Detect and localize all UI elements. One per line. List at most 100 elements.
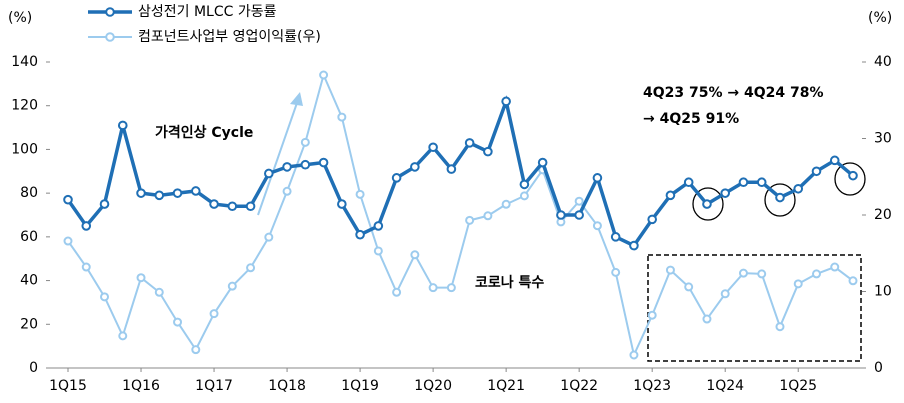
series-marker bbox=[81, 221, 92, 231]
series-marker bbox=[702, 199, 712, 209]
series-marker bbox=[373, 221, 384, 231]
series-marker bbox=[793, 279, 803, 289]
series-marker bbox=[100, 292, 110, 302]
series-marker bbox=[519, 179, 530, 190]
x-tick-label: 1Q20 bbox=[414, 378, 452, 394]
series-marker bbox=[428, 142, 438, 153]
annotation: → 4Q25 91% bbox=[643, 111, 739, 127]
series-line bbox=[67, 71, 854, 359]
series-marker bbox=[793, 183, 804, 194]
y2-tick-label: 10 bbox=[874, 284, 892, 300]
series-marker bbox=[647, 214, 657, 225]
series-marker bbox=[829, 155, 840, 166]
series-marker bbox=[154, 190, 165, 201]
y2-tick-label: 40 bbox=[874, 54, 892, 70]
series-marker bbox=[373, 246, 383, 256]
series-marker bbox=[483, 146, 493, 157]
series-marker bbox=[81, 262, 91, 272]
series-marker bbox=[702, 314, 712, 324]
x-tick-label: 1Q19 bbox=[341, 378, 379, 394]
series-marker bbox=[337, 199, 347, 209]
y-tick-label: 0 bbox=[29, 360, 38, 376]
series-marker bbox=[136, 188, 146, 198]
series-marker bbox=[611, 267, 621, 277]
x-tick-label: 1Q16 bbox=[122, 378, 160, 394]
series-marker bbox=[318, 157, 329, 168]
series-marker bbox=[629, 240, 639, 251]
series-marker bbox=[300, 137, 310, 147]
x-tick-label: 1Q23 bbox=[633, 378, 671, 394]
series-marker bbox=[190, 186, 201, 196]
series-marker bbox=[391, 173, 402, 183]
series-marker bbox=[264, 168, 274, 179]
legend-marker bbox=[105, 7, 115, 17]
series-marker bbox=[355, 189, 365, 199]
series-marker bbox=[556, 210, 566, 220]
series-marker bbox=[172, 188, 183, 198]
y-tick-label: 100 bbox=[11, 141, 38, 157]
series-marker bbox=[537, 157, 548, 168]
series-marker bbox=[209, 309, 219, 319]
series-marker bbox=[756, 177, 767, 188]
series-marker bbox=[483, 211, 493, 221]
series-marker bbox=[684, 282, 694, 292]
annotation: 코로나 특수 bbox=[475, 275, 544, 291]
series-marker bbox=[683, 177, 694, 188]
y-tick-label: 40 bbox=[20, 273, 38, 289]
y-tick-label: 20 bbox=[20, 316, 38, 332]
y-tick-label: 60 bbox=[20, 229, 38, 245]
series-marker bbox=[629, 350, 639, 360]
x-tick-label: 1Q25 bbox=[779, 378, 817, 394]
series-marker bbox=[665, 265, 675, 275]
x-tick-label: 1Q18 bbox=[268, 378, 306, 394]
highlight-circle bbox=[764, 183, 796, 217]
series-marker bbox=[501, 96, 511, 107]
series-marker bbox=[738, 268, 748, 278]
series-marker bbox=[282, 186, 292, 196]
series-marker bbox=[720, 188, 731, 198]
y-tick-label: 80 bbox=[20, 185, 38, 201]
y-tick-label: 140 bbox=[11, 54, 38, 70]
series-marker bbox=[117, 120, 128, 131]
series-marker bbox=[410, 162, 420, 172]
annotation: 가격인상 Cycle bbox=[155, 124, 253, 141]
series-marker bbox=[264, 232, 274, 242]
series-marker bbox=[227, 281, 237, 291]
series-marker bbox=[811, 166, 822, 177]
series-marker bbox=[63, 194, 73, 205]
series-marker bbox=[246, 263, 256, 273]
series-marker bbox=[191, 345, 201, 355]
series-marker bbox=[245, 201, 256, 212]
y2-axis-label: (%) bbox=[868, 10, 892, 26]
series-marker bbox=[464, 138, 475, 148]
series-marker bbox=[392, 287, 402, 297]
series-marker bbox=[738, 177, 749, 188]
series-marker bbox=[355, 229, 365, 240]
y-axis-label: (%) bbox=[8, 10, 32, 26]
series-marker bbox=[227, 201, 238, 212]
series-marker bbox=[519, 191, 529, 201]
series-marker bbox=[848, 170, 858, 181]
x-tick-label: 1Q17 bbox=[195, 378, 233, 394]
series-marker bbox=[118, 331, 128, 341]
arrow bbox=[257, 99, 299, 216]
series-marker bbox=[446, 283, 456, 293]
arrow-head bbox=[290, 92, 303, 106]
series-marker bbox=[99, 199, 110, 209]
x-tick-label: 1Q15 bbox=[49, 378, 87, 394]
series-marker bbox=[428, 283, 438, 293]
series-marker bbox=[720, 289, 730, 299]
legend-label: 삼성전기 MLCC 가동률 bbox=[138, 4, 277, 20]
highlight-circle bbox=[692, 187, 724, 221]
x-tick-label: 1Q24 bbox=[706, 378, 744, 394]
series-marker bbox=[446, 164, 457, 174]
series-marker bbox=[757, 269, 767, 279]
series-marker bbox=[775, 192, 785, 203]
series-marker bbox=[830, 262, 840, 272]
series-marker bbox=[592, 173, 603, 183]
highlight-box bbox=[647, 254, 862, 362]
series-marker bbox=[647, 310, 657, 320]
series-marker bbox=[154, 287, 164, 297]
series-marker bbox=[209, 199, 219, 209]
y2-tick-label: 30 bbox=[874, 131, 892, 147]
